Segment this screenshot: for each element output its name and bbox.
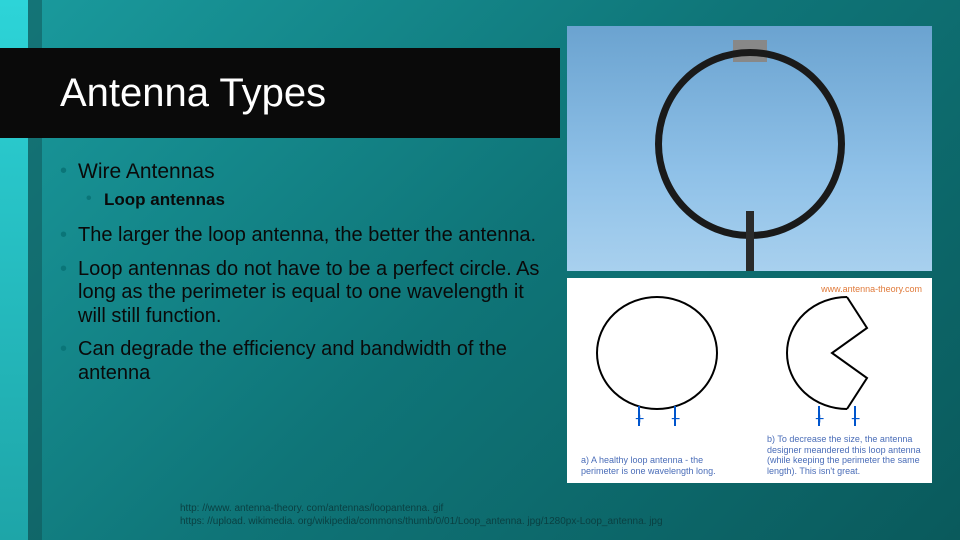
bullet-body-2: Loop antennas do not have to be a perfec… <box>60 258 550 329</box>
bullet-body-3: Can degrade the efficiency and bandwidth… <box>60 338 550 385</box>
svg-text:−: − <box>851 411 860 428</box>
loop-diagram: www.antenna-theory.com + − + − a) A heal… <box>567 278 932 483</box>
bullet-body-1: The larger the loop antenna, the better … <box>60 224 550 248</box>
footer-url-1: http: //www. antenna-theory. com/antenna… <box>180 503 663 516</box>
bullet-lvl1: Wire Antennas <box>60 160 550 184</box>
content-area: Wire Antennas Loop antennas The larger t… <box>60 160 550 396</box>
svg-text:−: − <box>671 411 680 428</box>
loop-antenna-photo <box>567 26 932 271</box>
bullet-lvl2: Loop antennas <box>86 190 550 210</box>
diagram-caption-b: b) To decrease the size, the antenna des… <box>767 434 927 477</box>
diagram-caption-a: a) A healthy loop antenna - the perimete… <box>581 455 741 477</box>
antenna-mast <box>746 211 754 271</box>
title-bar: Antenna Types <box>0 48 560 138</box>
footer-urls: http: //www. antenna-theory. com/antenna… <box>180 503 663 528</box>
svg-text:+: + <box>635 411 644 428</box>
slide: Antenna Types Wire Antennas Loop antenna… <box>0 0 960 540</box>
slide-title: Antenna Types <box>60 71 326 116</box>
footer-url-2: https: //upload. wikimedia. org/wikipedi… <box>180 516 663 529</box>
svg-text:+: + <box>815 411 824 428</box>
